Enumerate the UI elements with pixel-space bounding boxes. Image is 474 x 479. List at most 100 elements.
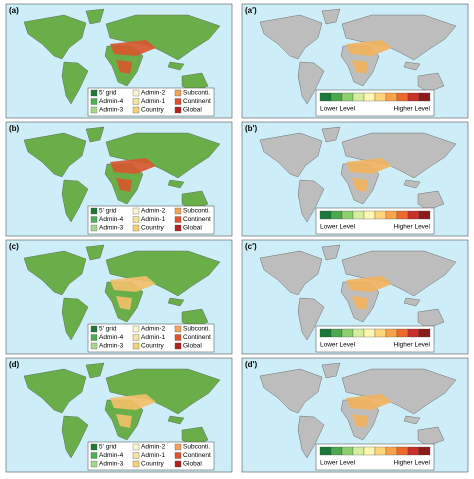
colorbar-cell: [418, 328, 431, 338]
legend-swatch: [90, 342, 98, 350]
legend-label: Subconti.: [183, 444, 210, 451]
legend-label: Admin-2: [141, 90, 166, 97]
legend-label: Global: [183, 225, 202, 232]
colorbar-cell: [341, 328, 354, 338]
legend-swatch: [90, 207, 98, 215]
legend-swatch: [90, 334, 98, 341]
legend-label: Global: [183, 343, 202, 350]
legend-swatch: [132, 106, 140, 114]
legend-swatch: [132, 207, 140, 215]
legend-label: Continent: [183, 452, 211, 459]
panel-label: (d): [9, 360, 20, 369]
legend-swatch: [132, 89, 140, 97]
colorbar-cell: [341, 92, 354, 102]
legend-label: Admin-4: [99, 216, 124, 223]
legend-swatch: [174, 207, 182, 215]
colorbar-cell: [396, 328, 409, 338]
colorbar-cell: [407, 210, 420, 220]
map-panel: (c') Lower Level Higher Level: [241, 239, 469, 355]
legend-label: Admin-4: [99, 334, 124, 341]
colorbar-cell: [330, 446, 343, 456]
colorbar-cell: [407, 92, 420, 102]
colorbar-cell: [396, 210, 409, 220]
legend-box: [87, 87, 215, 117]
legend-label: Global: [183, 461, 202, 468]
colorbar-cell: [418, 92, 431, 102]
colorbar-cell: [319, 328, 332, 338]
colorbar-high-label: Higher Level: [394, 224, 431, 231]
legend-swatch: [174, 452, 182, 459]
legend-label: 5' grid: [99, 444, 117, 451]
panel-label: (d'): [245, 360, 257, 369]
colorbar-cell: [407, 446, 420, 456]
panel-label: (a'): [245, 6, 257, 15]
legend-swatch: [174, 98, 182, 105]
legend-swatch: [174, 443, 182, 451]
legend-box: [87, 323, 215, 353]
legend-swatch: [174, 334, 182, 341]
colorbar-low-label: Lower Level: [320, 342, 356, 349]
legend-label: 5' grid: [99, 90, 117, 97]
legend-label: 5' grid: [99, 326, 117, 333]
colorbar-cell: [352, 328, 365, 338]
legend-label: Country: [141, 343, 165, 350]
legend-swatch: [90, 106, 98, 114]
colorbar-cell: [396, 92, 409, 102]
legend-swatch: [90, 216, 98, 223]
legend-label: Admin-3: [99, 225, 124, 232]
legend-swatch: [132, 325, 140, 333]
legend-swatch: [174, 325, 182, 333]
panel-label: (b): [9, 124, 20, 133]
legend-swatch: [132, 98, 140, 105]
colorbar-cell: [341, 446, 354, 456]
colorbar-cell: [330, 328, 343, 338]
legend-label: Admin-1: [141, 216, 166, 223]
legend-label: Admin-3: [99, 343, 124, 350]
legend-swatch: [174, 89, 182, 97]
panel-label: (c'): [245, 242, 257, 251]
colorbar-low-label: Lower Level: [320, 460, 356, 467]
panel-label: (c): [9, 242, 19, 251]
legend-label: Subconti.: [183, 326, 210, 333]
colorbar-high-label: Higher Level: [394, 106, 431, 113]
colorbar-cell: [363, 92, 376, 102]
legend-label: Admin-2: [141, 326, 166, 333]
legend-swatch: [132, 224, 140, 232]
colorbar-cell: [363, 210, 376, 220]
legend-label: Admin-1: [141, 334, 166, 341]
legend-label: Admin-1: [141, 452, 166, 459]
legend-label: Admin-4: [99, 98, 124, 105]
colorbar-cell: [363, 328, 376, 338]
legend-swatch: [90, 98, 98, 105]
legend-label: Country: [141, 461, 165, 468]
colorbar-cell: [352, 92, 365, 102]
legend-swatch: [90, 224, 98, 232]
colorbar-cell: [385, 210, 398, 220]
legend-swatch: [90, 460, 98, 468]
legend-swatch: [90, 325, 98, 333]
legend-swatch: [132, 443, 140, 451]
colorbar-cell: [385, 328, 398, 338]
colorbar-cell: [319, 210, 332, 220]
legend-swatch: [90, 89, 98, 97]
colorbar-cell: [374, 328, 387, 338]
colorbar-cell: [407, 328, 420, 338]
colorbar-cell: [352, 210, 365, 220]
legend-swatch: [132, 452, 140, 459]
legend-swatch: [132, 334, 140, 341]
legend-label: Continent: [183, 334, 211, 341]
colorbar-cell: [319, 446, 332, 456]
legend-box: [87, 441, 215, 471]
legend-label: Admin-3: [99, 461, 124, 468]
legend-label: Global: [183, 107, 202, 114]
legend-swatch: [174, 224, 182, 232]
panel-label: (b'): [245, 124, 257, 133]
legend-label: Subconti.: [183, 90, 210, 97]
legend-label: Country: [141, 225, 165, 232]
colorbar-cell: [385, 446, 398, 456]
colorbar-cell: [330, 210, 343, 220]
colorbar-cell: [374, 446, 387, 456]
